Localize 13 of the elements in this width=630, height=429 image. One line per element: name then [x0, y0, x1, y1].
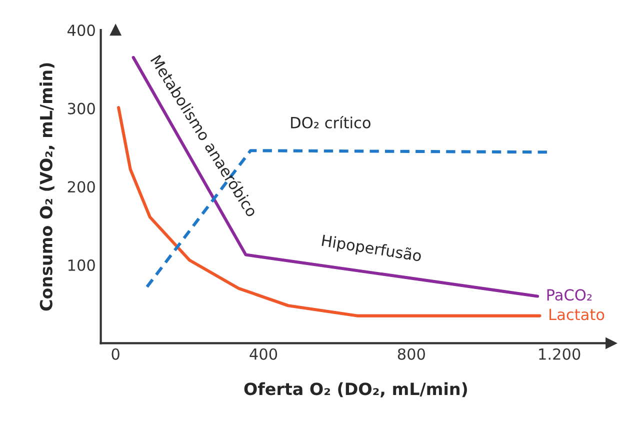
x-tick-label: 0 — [112, 348, 120, 360]
y-tick-label: 200 — [68, 181, 95, 193]
x-tick-label: 1.200 — [539, 348, 580, 360]
x-tick-label: 800 — [398, 348, 425, 360]
x-tick-label: 400 — [250, 348, 278, 360]
series-label: Lactato — [550, 308, 604, 320]
y-tick-label: 300 — [68, 102, 95, 114]
y-tick-label: 100 — [68, 259, 95, 271]
series-label: PaCO₂ — [547, 289, 592, 301]
y-tick-label: 400 — [68, 24, 95, 36]
y-axis-title: Consumo O₂ (VO₂, mL/min) — [40, 63, 55, 311]
annotation: DO₂ crítico — [291, 116, 370, 128]
x-axis-title: Oferta O₂ (DO₂, mL/min) — [244, 382, 467, 398]
